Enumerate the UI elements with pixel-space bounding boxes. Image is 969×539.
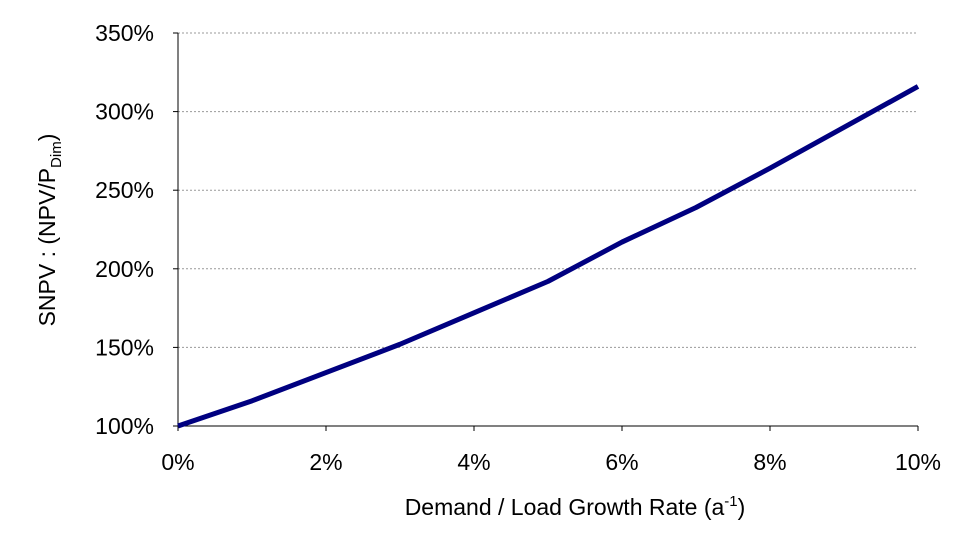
y-label-main: SNPV : (NPV/P: [34, 168, 60, 326]
y-tick-label: 350%: [95, 20, 154, 46]
x-label-end: ): [738, 494, 746, 520]
line-series: [177, 84, 920, 429]
x-tick-label: 10%: [895, 449, 941, 475]
y-tick-label: 150%: [95, 334, 154, 360]
x-axis-label: Demand / Load Growth Rate (a-1): [405, 493, 746, 520]
y-tick-label: 200%: [95, 256, 154, 282]
x-tick-label: 2%: [309, 449, 342, 475]
x-tick-label: 4%: [457, 449, 490, 475]
x-tick-label: 0%: [161, 449, 194, 475]
y-tick-label: 100%: [95, 413, 154, 439]
y-label-sub: Dim: [48, 141, 65, 168]
x-tick-label: 6%: [605, 449, 638, 475]
y-axis-label: SNPV : (NPV/PDim): [34, 134, 65, 327]
y-tick-label: 300%: [95, 99, 154, 125]
y-label-end: ): [34, 134, 60, 142]
x-label-main: Demand / Load Growth Rate (a: [405, 494, 725, 520]
x-tick-label: 8%: [753, 449, 786, 475]
x-label-sup: -1: [724, 493, 737, 510]
y-tick-label: 250%: [95, 177, 154, 203]
